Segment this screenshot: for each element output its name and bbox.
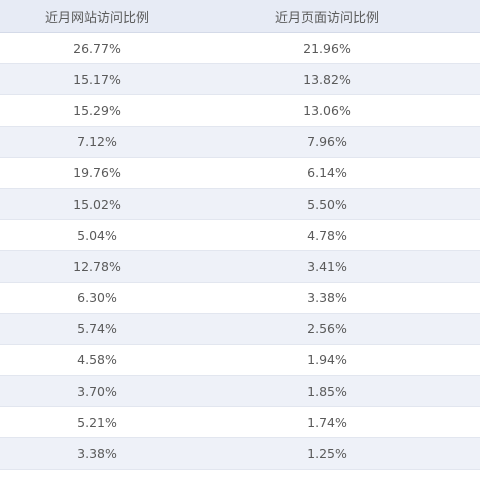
page-visit-ratio-cell: 2.56% [307, 321, 347, 337]
page-visit-ratio-cell: 21.96% [303, 40, 351, 56]
table-row: 15.29% 13.06% [0, 95, 480, 127]
site-visit-ratio-cell: 5.04% [77, 227, 117, 243]
site-visit-ratio-cell: 3.70% [77, 383, 117, 399]
table-row: 12.78% 3.41% [0, 251, 480, 283]
table-row: 19.76% 6.14% [0, 158, 480, 189]
table-row: 15.17% 13.82% [0, 64, 480, 96]
site-visit-ratio-cell: 5.21% [77, 414, 117, 430]
page-visit-ratio-cell: 1.25% [307, 446, 347, 462]
site-visit-ratio-cell: 12.78% [73, 258, 121, 274]
table-row: 5.21% 1.74% [0, 407, 480, 439]
site-visit-ratio-cell: 26.77% [73, 40, 121, 56]
page-visit-ratio-cell: 13.06% [303, 102, 351, 118]
site-visit-ratio-cell: 7.12% [77, 134, 117, 150]
table-row: 3.70% 1.85% [0, 376, 480, 408]
page-visit-ratio-cell: 5.50% [307, 196, 347, 212]
page-visit-ratio-cell: 1.85% [307, 383, 347, 399]
column-header-site-visit-ratio: 近月网站访问比例 [44, 10, 149, 26]
page-visit-ratio-cell: 4.78% [307, 227, 347, 243]
table-row: 5.74% 2.56% [0, 313, 480, 345]
page-visit-ratio-cell: 13.82% [303, 71, 351, 87]
table-header: 近月网站访问比例 近月页面访问比例 [0, 0, 480, 33]
site-visit-ratio-cell: 15.02% [73, 196, 121, 212]
table-row: 26.77% 21.96% [0, 33, 480, 65]
table-row: 5.04% 4.78% [0, 220, 480, 252]
page-visit-ratio-cell: 7.96% [307, 134, 347, 150]
site-visit-ratio-cell: 5.74% [77, 321, 117, 337]
site-visit-ratio-cell: 3.38% [77, 446, 117, 462]
table-row: 4.58% 1.94% [0, 345, 480, 377]
table-body: 26.77% 21.96% 15.17% 13.82% 15.29% 13.06% 7.12… [0, 33, 480, 470]
site-visit-ratio-cell: 4.58% [77, 352, 117, 368]
site-visit-ratio-cell: 15.17% [73, 71, 121, 87]
page-visit-ratio-cell: 3.41% [307, 258, 347, 274]
page-visit-ratio-cell: 1.74% [307, 414, 347, 430]
table-row: 15.02% 5.50% [0, 188, 480, 221]
table-row: 3.38% 1.25% [0, 438, 480, 470]
table-row: 6.30% 3.38% [0, 283, 480, 314]
page-visit-ratio-cell: 3.38% [307, 290, 347, 306]
page-visit-ratio-cell: 6.14% [307, 165, 347, 181]
site-visit-ratio-cell: 19.76% [73, 165, 121, 181]
table-row: 7.12% 7.96% [0, 126, 480, 158]
site-visit-ratio-cell: 15.29% [73, 102, 121, 118]
site-visit-ratio-cell: 6.30% [77, 290, 117, 306]
column-header-page-visit-ratio: 近月页面访问比例 [274, 10, 379, 26]
page-visit-ratio-cell: 1.94% [307, 352, 347, 368]
